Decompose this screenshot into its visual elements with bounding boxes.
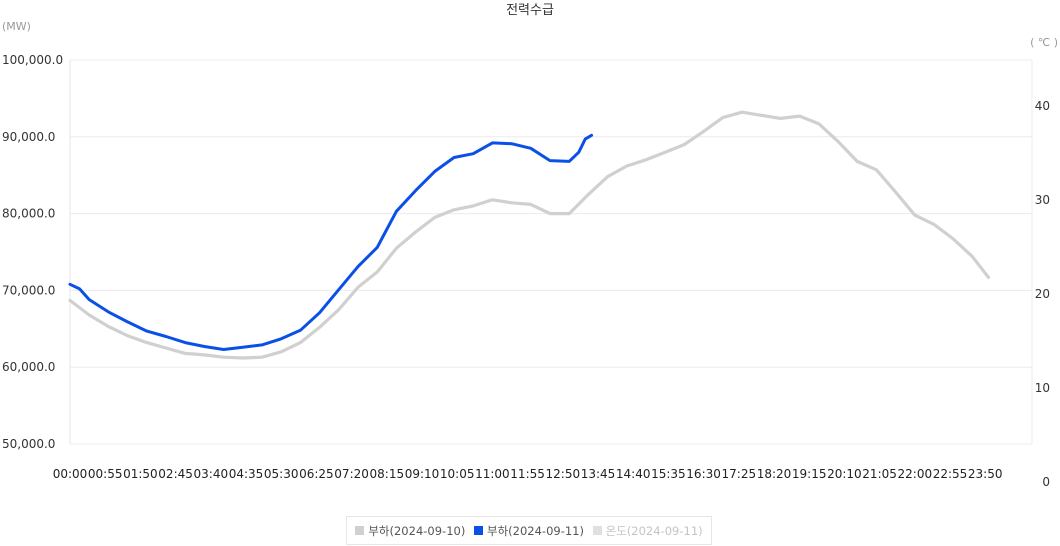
x-tick-label: 10:05 bbox=[440, 467, 475, 481]
y-tick-label: 90,000.0 bbox=[2, 130, 55, 144]
right-y-tick-label: 10 bbox=[1035, 381, 1050, 395]
legend-label: 부하(2024-09-10) bbox=[368, 523, 466, 538]
x-tick-label: 20:10 bbox=[827, 467, 862, 481]
x-tick-label: 18:20 bbox=[757, 467, 792, 481]
x-tick-label: 15:35 bbox=[651, 467, 686, 481]
x-tick-label: 06:25 bbox=[299, 467, 334, 481]
x-tick-label: 08:15 bbox=[370, 467, 405, 481]
series-line-1 bbox=[68, 110, 991, 360]
legend-item-3[interactable]: 온도(2024-09-11) bbox=[592, 523, 703, 539]
x-tick-label: 11:55 bbox=[510, 467, 545, 481]
legend-label: 온도(2024-09-11) bbox=[605, 523, 703, 538]
x-tick-label: 22:55 bbox=[933, 467, 968, 481]
y-tick-label: 70,000.0 bbox=[2, 283, 55, 297]
left-y-axis: 100,000.0 90,000.0 80,000.0 70,000.0 60,000.… bbox=[2, 53, 63, 451]
series-lines bbox=[68, 110, 991, 360]
x-tick-label: 23:50 bbox=[968, 467, 1003, 481]
x-tick-label: 05:30 bbox=[264, 467, 299, 481]
y-tick-label: 80,000.0 bbox=[2, 207, 55, 221]
x-tick-label: 00:00 bbox=[53, 467, 88, 481]
x-tick-label: 03:40 bbox=[194, 467, 229, 481]
x-tick-label: 13:45 bbox=[581, 467, 616, 481]
x-tick-label: 01:50 bbox=[123, 467, 158, 481]
right-y-tick-label: 30 bbox=[1035, 193, 1050, 207]
right-y-tick-label: 0 bbox=[1042, 475, 1050, 489]
x-tick-label: 04:35 bbox=[229, 467, 264, 481]
grid-lines bbox=[69, 59, 1033, 445]
right-y-axis: 40 30 20 10 0 bbox=[1035, 99, 1050, 489]
right-y-tick-label: 20 bbox=[1035, 287, 1050, 301]
x-tick-label: 00:55 bbox=[88, 467, 123, 481]
x-tick-label: 16:30 bbox=[686, 467, 721, 481]
legend-label: 부하(2024-09-11) bbox=[487, 523, 584, 538]
right-axis-unit: ( ℃ ) bbox=[1030, 36, 1058, 49]
legend-item-1[interactable]: 부하(2024-09-10) bbox=[355, 523, 465, 539]
x-tick-label: 02:45 bbox=[158, 467, 193, 481]
right-y-tick-label: 40 bbox=[1035, 99, 1050, 113]
left-axis-unit: (MW) bbox=[2, 20, 31, 33]
chart-title: 전력수급 bbox=[506, 3, 554, 18]
x-tick-label: 14:40 bbox=[616, 467, 651, 481]
y-tick-label: 60,000.0 bbox=[2, 360, 55, 374]
x-tick-label: 11:00 bbox=[475, 467, 510, 481]
x-tick-label: 12:50 bbox=[546, 467, 581, 481]
legend-swatch bbox=[474, 526, 483, 535]
legend-swatch bbox=[592, 526, 602, 535]
y-tick-label: 100,000.0 bbox=[2, 53, 63, 67]
legend-swatch bbox=[355, 526, 365, 535]
x-tick-label: 07:20 bbox=[334, 467, 369, 481]
y-tick-label: 50,000.0 bbox=[2, 437, 55, 451]
chart-legend: 부하(2024-09-10) 부하(2024-09-11) 온도(2024-09-1… bbox=[346, 516, 712, 545]
legend-item-2[interactable]: 부하(2024-09-11) bbox=[474, 523, 584, 539]
x-axis: 00:00 00:55 01:50 02:45 03:40 04:35 05:30 06:25… bbox=[53, 467, 1003, 481]
x-tick-label: 19:15 bbox=[792, 467, 827, 481]
series-line-2 bbox=[68, 133, 594, 351]
x-tick-label: 17:25 bbox=[722, 467, 757, 481]
x-tick-label: 21:05 bbox=[862, 467, 897, 481]
x-tick-label: 22:00 bbox=[898, 467, 933, 481]
x-tick-label: 09:10 bbox=[405, 467, 440, 481]
